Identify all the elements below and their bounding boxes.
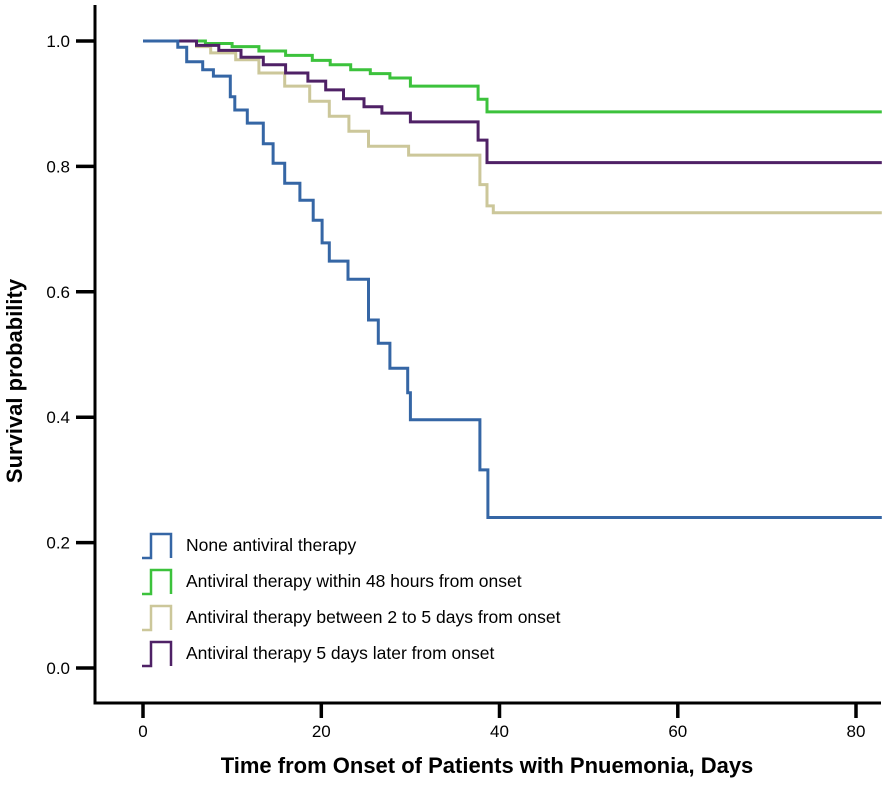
- y-tick-label: 0.6: [46, 283, 70, 302]
- legend-label: Antiviral therapy 5 days later from onse…: [186, 643, 494, 663]
- y-axis-title: Survival probability: [2, 278, 27, 483]
- legend-label: None antiviral therapy: [186, 535, 356, 555]
- x-tick-label: 0: [138, 722, 147, 741]
- x-tick-label: 60: [668, 722, 687, 741]
- legend-item: Antiviral therapy 5 days later from onse…: [142, 640, 494, 668]
- survival-curve-4: [177, 39, 882, 165]
- y-tick-label: 0.4: [46, 408, 70, 427]
- legend-label: Antiviral therapy between 2 to 5 days fr…: [186, 607, 561, 627]
- survival-curve-1: [143, 39, 882, 519]
- y-tick-label: 1.0: [46, 32, 70, 51]
- legend-step-icon: [142, 604, 173, 632]
- legend: None antiviral therapy Antiviral therapy …: [142, 532, 561, 668]
- legend-step-icon: [142, 640, 173, 668]
- x-tick-label: 20: [312, 722, 331, 741]
- y-tick-label: 0.2: [46, 534, 70, 553]
- legend-item: None antiviral therapy: [142, 532, 356, 560]
- survival-curve-2: [177, 39, 882, 114]
- x-tick-label: 40: [490, 722, 509, 741]
- legend-item: Antiviral therapy between 2 to 5 days fr…: [142, 604, 561, 632]
- x-axis-title: Time from Onset of Patients with Pnuemon…: [221, 753, 754, 778]
- x-tick-label: 80: [847, 722, 866, 741]
- survival-curves: [143, 39, 882, 519]
- y-tick-label: 0.0: [46, 659, 70, 678]
- legend-step-icon: [142, 568, 173, 596]
- y-tick-label: 0.8: [46, 157, 70, 176]
- legend-label: Antiviral therapy within 48 hours from o…: [186, 571, 522, 591]
- survival-curve-3: [177, 39, 882, 215]
- axes: 0.0 0.2 0.4 0.6 0.8 1.0 0 20 40 60 80: [46, 5, 881, 741]
- legend-step-icon: [142, 532, 173, 560]
- legend-item: Antiviral therapy within 48 hours from o…: [142, 568, 522, 596]
